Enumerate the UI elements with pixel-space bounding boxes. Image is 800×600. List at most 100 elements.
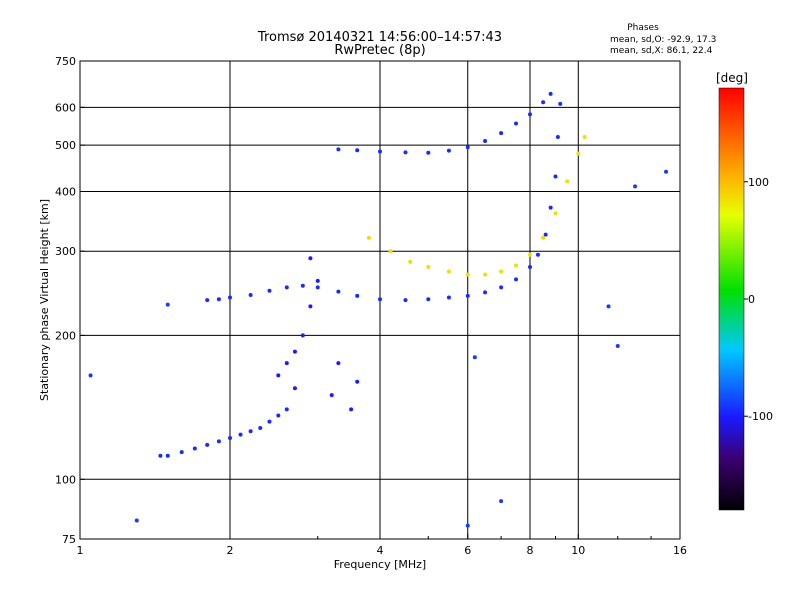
phase-colorbar: [deg] 100 0 -100 — [716, 71, 773, 511]
y-tick-label: 750 — [55, 55, 76, 68]
phase-stats-x-mode: mean, sd,X: 86.1, 22.4 — [610, 46, 713, 56]
data-point — [292, 349, 297, 354]
data-point — [499, 131, 504, 136]
data-point — [349, 407, 354, 412]
x-axis-ticks: 1 2 4 6 8 10 16 — [77, 534, 687, 557]
phase-stats: Phases mean, sd,O: -92.9, 17.3 mean, sd,… — [610, 23, 716, 56]
data-point — [238, 432, 243, 437]
data-point — [499, 285, 504, 290]
data-point — [499, 269, 504, 274]
data-point — [158, 453, 163, 458]
data-point — [228, 295, 232, 300]
data-point — [543, 232, 548, 237]
phase-stats-o-mode: mean, sd,O: -92.9, 17.3 — [610, 35, 716, 45]
y-tick-label: 600 — [55, 101, 76, 114]
data-point — [606, 304, 611, 309]
data-point — [446, 295, 451, 300]
colorbar-gradient — [718, 87, 745, 511]
data-point — [228, 435, 232, 440]
data-point — [276, 413, 281, 418]
data-point — [165, 302, 170, 307]
data-point — [664, 169, 669, 174]
data-point — [465, 293, 470, 298]
data-point — [165, 453, 170, 458]
chart-title: Tromsø 20140321 14:56:00–14:57:43 — [257, 30, 502, 45]
data-point — [403, 150, 408, 155]
data-point — [315, 278, 320, 283]
colorbar-tick-label: -100 — [748, 410, 773, 423]
x-tick-label: 6 — [464, 544, 471, 557]
phase-stats-heading: Phases — [627, 23, 659, 33]
data-point — [446, 148, 451, 153]
data-point — [576, 151, 581, 156]
colorbar-unit: [deg] — [716, 71, 748, 85]
x-tick-label: 16 — [673, 544, 687, 557]
data-point — [553, 174, 558, 179]
y-tick-label: 200 — [55, 329, 76, 342]
data-point — [548, 205, 553, 210]
plot-area: 1 2 4 6 8 10 16 75 100 200 300 400 500 600 750 — [55, 55, 687, 557]
data-point — [615, 344, 620, 349]
data-point — [205, 442, 210, 447]
x-tick-label: 2 — [227, 544, 234, 557]
data-point — [548, 91, 553, 96]
data-point — [284, 285, 289, 290]
data-point — [446, 269, 451, 274]
colorbar-tick-label: 0 — [748, 293, 755, 306]
data-point — [541, 100, 546, 105]
data-point — [408, 259, 413, 264]
y-tick-label: 400 — [55, 185, 76, 198]
data-point — [582, 135, 587, 140]
colorbar-ticks: 100 0 -100 — [744, 176, 773, 423]
data-point — [499, 499, 504, 504]
data-point — [555, 135, 560, 140]
data-point — [336, 147, 341, 152]
data-point — [483, 272, 488, 277]
data-point — [528, 252, 532, 257]
colorbar-tick-label: 100 — [748, 176, 769, 189]
data-points — [88, 91, 669, 528]
y-tick-label: 300 — [55, 245, 76, 258]
x-tick-label: 8 — [527, 544, 534, 557]
y-tick-label: 500 — [55, 139, 76, 152]
data-point — [633, 184, 638, 189]
data-point — [366, 235, 371, 240]
data-point — [465, 272, 470, 277]
data-point — [403, 298, 408, 303]
grid-lines — [80, 61, 680, 539]
x-tick-label: 1 — [77, 544, 84, 557]
data-point — [514, 277, 519, 282]
data-point — [465, 145, 470, 150]
y-tick-label: 75 — [62, 533, 76, 546]
data-point — [179, 450, 184, 455]
data-point — [336, 361, 341, 366]
data-point — [541, 235, 546, 240]
data-point — [355, 293, 360, 298]
y-axis-title: Stationary phase Virtual Height [km] — [38, 199, 51, 401]
data-point — [248, 429, 253, 434]
data-point — [388, 249, 393, 254]
data-point — [88, 373, 93, 378]
data-point — [528, 112, 532, 117]
data-point — [378, 149, 382, 154]
data-point — [267, 288, 272, 293]
x-tick-label: 10 — [571, 544, 585, 557]
data-point — [276, 373, 281, 378]
data-point — [528, 265, 532, 270]
data-point — [514, 263, 519, 268]
data-point — [465, 523, 470, 528]
data-point — [514, 121, 519, 126]
data-point — [308, 304, 313, 309]
data-point — [134, 518, 139, 523]
data-point — [284, 407, 289, 412]
data-point — [535, 252, 540, 257]
data-point — [378, 297, 382, 302]
data-point — [216, 439, 221, 444]
x-tick-label: 4 — [377, 544, 384, 557]
data-point — [483, 139, 488, 144]
data-point — [284, 361, 289, 366]
data-point — [248, 292, 253, 297]
data-point — [292, 386, 297, 391]
data-point — [329, 393, 334, 398]
